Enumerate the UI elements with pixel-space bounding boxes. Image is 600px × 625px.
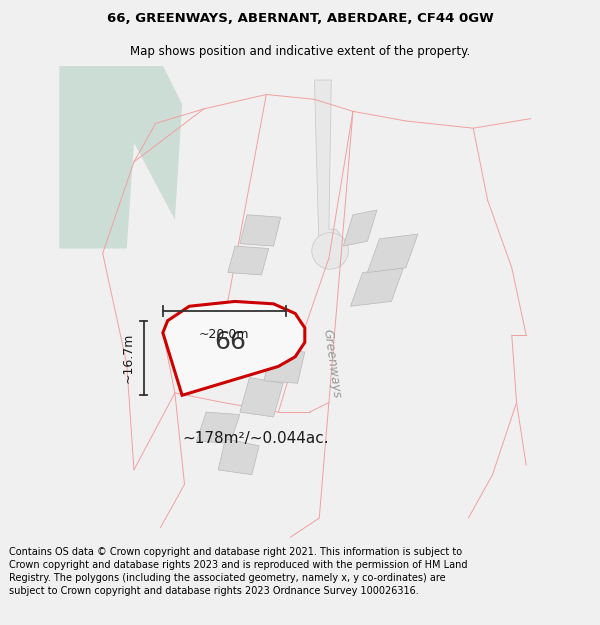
Polygon shape [350,268,403,306]
Text: ~16.7m: ~16.7m [122,332,135,383]
Polygon shape [343,210,377,246]
Text: Greenways: Greenways [320,329,343,399]
Polygon shape [367,234,418,272]
Polygon shape [59,66,182,249]
Text: Contains OS data © Crown copyright and database right 2021. This information is : Contains OS data © Crown copyright and d… [9,547,467,596]
Polygon shape [240,215,281,246]
Polygon shape [314,80,343,268]
Text: 66, GREENWAYS, ABERNANT, ABERDARE, CF44 0GW: 66, GREENWAYS, ABERNANT, ABERDARE, CF44 … [107,12,493,25]
Text: ~178m²/~0.044ac.: ~178m²/~0.044ac. [182,431,329,446]
Polygon shape [163,301,305,395]
Polygon shape [228,246,269,275]
Polygon shape [240,378,283,417]
Text: 66: 66 [214,331,246,354]
Text: Map shows position and indicative extent of the property.: Map shows position and indicative extent… [130,45,470,58]
Circle shape [312,232,349,269]
Polygon shape [218,439,259,475]
Text: ~20.0m: ~20.0m [199,328,250,341]
Polygon shape [197,412,240,443]
Polygon shape [264,349,305,383]
